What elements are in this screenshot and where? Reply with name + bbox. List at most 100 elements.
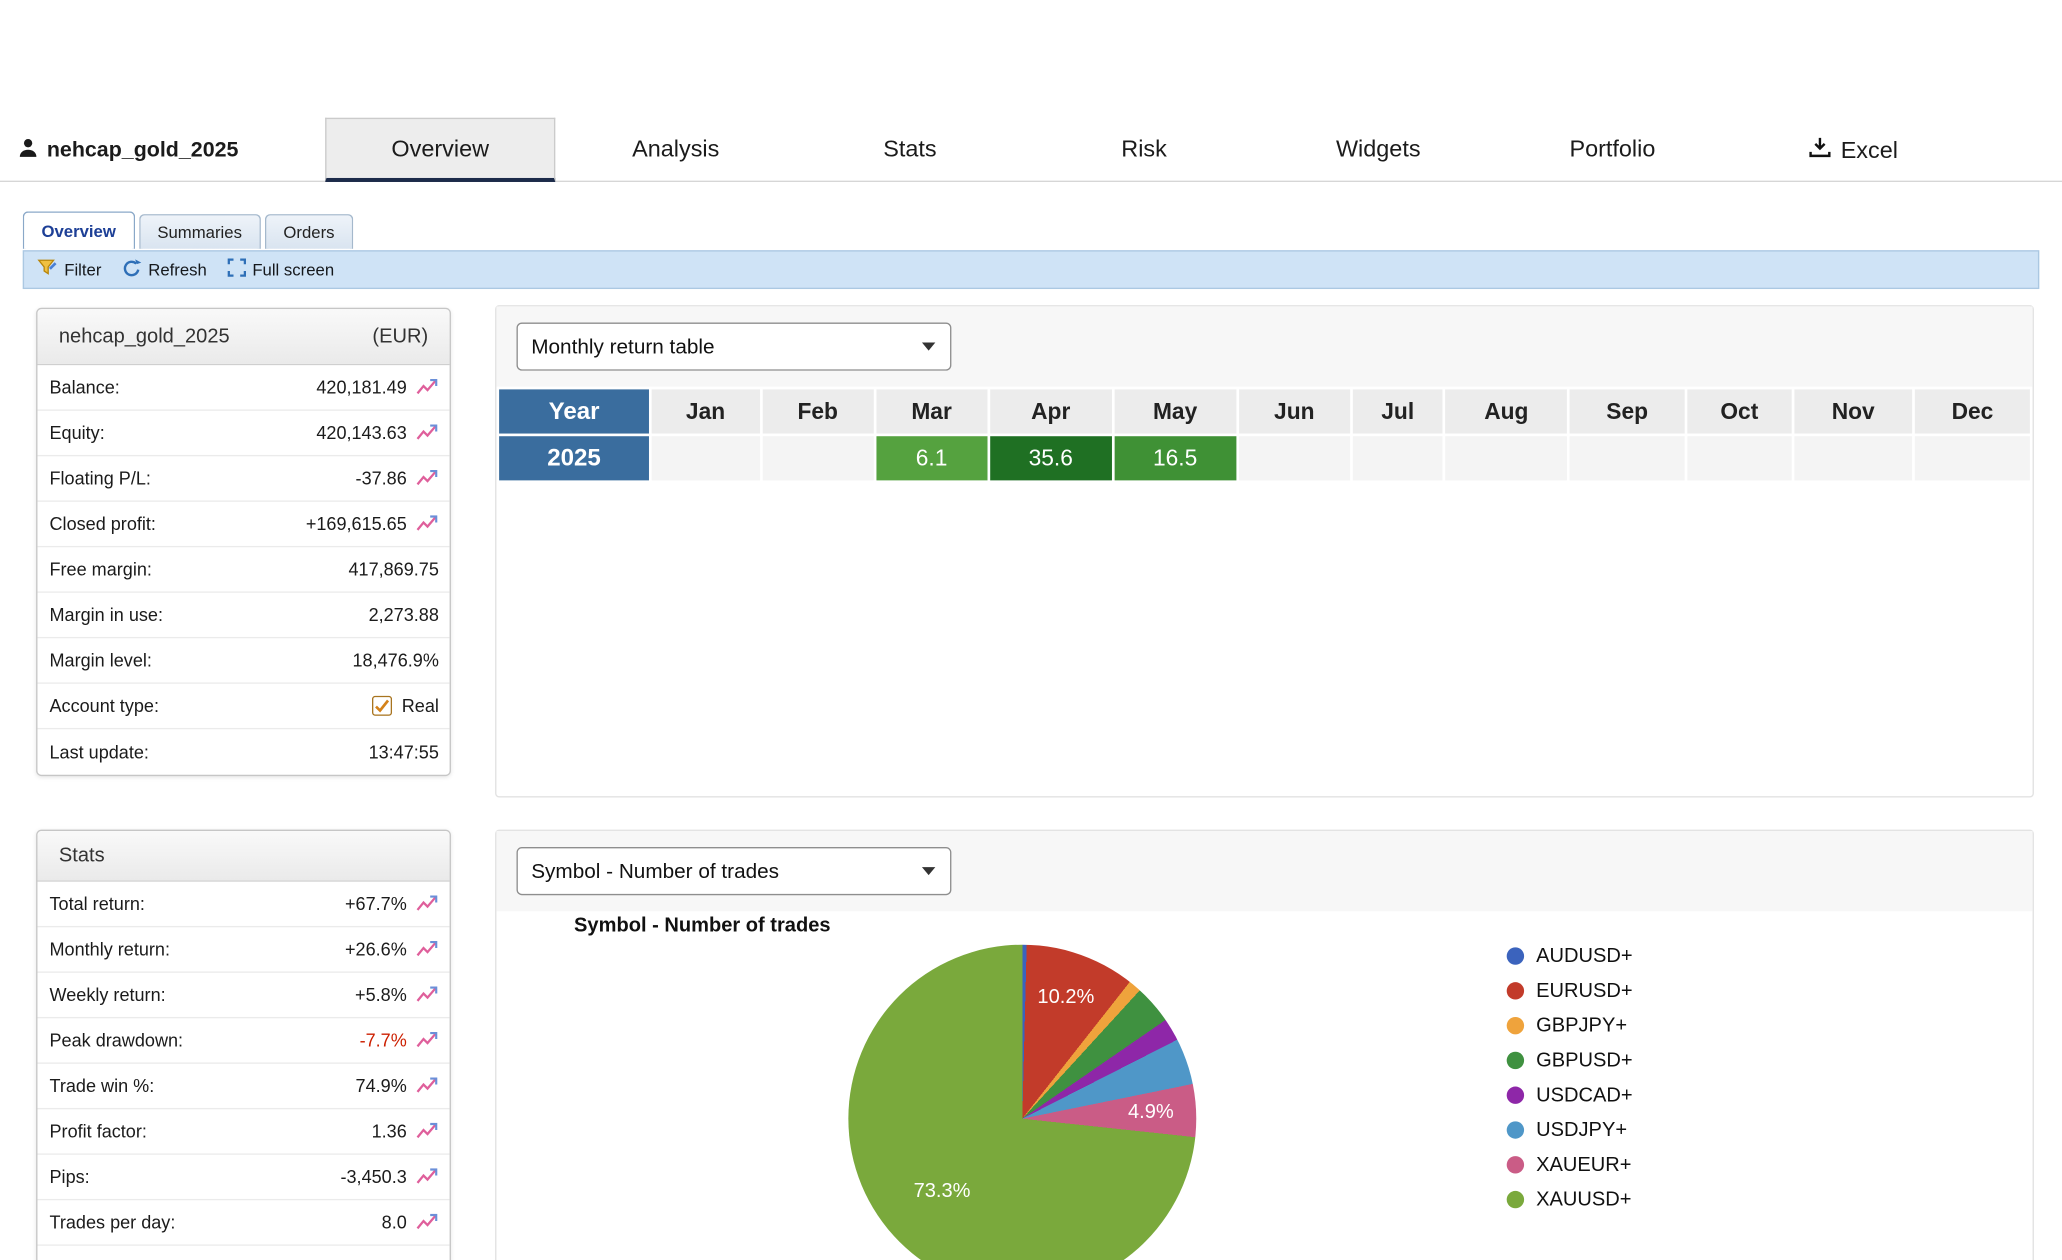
tab-risk[interactable]: Risk: [1121, 118, 1167, 182]
legend-dot: [1507, 1051, 1524, 1068]
account-row-label: Equity:: [50, 423, 105, 443]
chart-line-icon[interactable]: [416, 1214, 439, 1231]
legend-dot: [1507, 981, 1524, 998]
fullscreen-button[interactable]: Full screen: [227, 258, 334, 281]
subtab-overview[interactable]: Overview: [23, 211, 135, 248]
tab-overview[interactable]: Overview: [325, 118, 555, 182]
legend-label: AUDUSD+: [1536, 944, 1632, 967]
month-cell: [1353, 436, 1443, 480]
month-cell: [652, 436, 760, 480]
chart-line-icon[interactable]: [416, 1123, 439, 1140]
toolbar: Filter Refresh Full screen: [23, 250, 2040, 289]
legend-label: GBPJPY+: [1536, 1014, 1627, 1037]
chart-line-icon[interactable]: [416, 379, 439, 396]
monthly-return-panel: Monthly return table YearJanFebMarAprMay…: [495, 305, 2034, 797]
month-cell: [1687, 436, 1791, 480]
account-row-label: Balance:: [50, 377, 120, 397]
subtab-orders[interactable]: Orders: [265, 214, 354, 249]
stats-row-value: -7.7%: [360, 1030, 407, 1050]
account-row-value: 420,181.49: [316, 377, 406, 397]
account-card-header: nehcap_gold_2025 (EUR): [37, 309, 449, 365]
legend-item: GBPUSD+: [1507, 1042, 1633, 1077]
refresh-label: Refresh: [148, 260, 207, 279]
chart-line-icon[interactable]: [416, 941, 439, 958]
tab-excel-label: Excel: [1841, 136, 1898, 164]
account-row: Last update:13:47:55: [37, 729, 449, 774]
stats-row: Trade win %:74.9%: [37, 1064, 449, 1109]
account-row-value: 420,143.63: [316, 423, 406, 443]
legend-dot: [1507, 1155, 1524, 1172]
stats-row-value-group: +26.6%: [345, 939, 439, 959]
legend-item: USDCAD+: [1507, 1077, 1633, 1112]
stats-row-value: 1.36: [372, 1121, 407, 1141]
legend-dot: [1507, 1190, 1524, 1207]
year-header-cell: Year: [499, 389, 649, 433]
tab-stats[interactable]: Stats: [883, 118, 936, 182]
account-row: Free margin: 417,869.75: [37, 547, 449, 592]
legend-dot: [1507, 1016, 1524, 1033]
legend-label: EURUSD+: [1536, 979, 1632, 1002]
stats-row-label: Weekly return:: [50, 985, 166, 1005]
tab-excel[interactable]: Excel: [1809, 119, 1898, 182]
legend-label: USDCAD+: [1536, 1083, 1632, 1106]
account-row: Margin level:18,476.9%: [37, 638, 449, 683]
month-cell: [1794, 436, 1912, 480]
chart-line-icon[interactable]: [416, 1077, 439, 1094]
legend-dot: [1507, 1086, 1524, 1103]
pie-slice-label: 73.3%: [914, 1179, 971, 1202]
stats-row-value-group: -3,450.3: [340, 1167, 438, 1187]
legend-item: USDJPY+: [1507, 1112, 1633, 1147]
legend-dot: [1507, 1121, 1524, 1138]
account-row-label: Closed profit:: [50, 514, 156, 534]
month-header-cell: Jul: [1353, 389, 1443, 433]
account-currency: (EUR): [372, 325, 428, 348]
stats-row-value-group: -7.7%: [360, 1030, 439, 1050]
chart-line-icon[interactable]: [416, 986, 439, 1003]
stats-row: Pips:-3,450.3: [37, 1155, 449, 1200]
chart-line-icon[interactable]: [416, 515, 439, 532]
month-header-cell: May: [1114, 389, 1236, 433]
tab-widgets[interactable]: Widgets: [1336, 118, 1421, 182]
chart-line-icon[interactable]: [416, 1168, 439, 1185]
subtab-bar: Overview Summaries Orders: [23, 211, 354, 248]
legend-item: EURUSD+: [1507, 973, 1633, 1008]
subtab-summaries[interactable]: Summaries: [139, 214, 261, 249]
account-row-value: 13:47:55: [369, 742, 439, 762]
stats-card-header: Stats: [37, 831, 449, 882]
symbol-panel-strip: Symbol - Number of trades: [496, 831, 2032, 911]
month-header-cell: Dec: [1915, 389, 2030, 433]
account-row-label: Floating P/L:: [50, 468, 151, 488]
stats-row-value: 74.9%: [356, 1076, 407, 1096]
month-cell: [1239, 436, 1350, 480]
symbol-view-select[interactable]: Symbol - Number of trades: [517, 847, 952, 895]
symbol-view-select-wrap: Symbol - Number of trades: [517, 847, 952, 895]
account-row: Margin in use:2,273.88: [37, 593, 449, 638]
stats-rows: Total return:+67.7%Monthly return:+26.6%…: [37, 882, 449, 1260]
stats-row-value-group: 1.36: [372, 1121, 439, 1141]
stats-row-label: Trades per day:: [50, 1212, 176, 1232]
account-row-value-group: 420,181.49: [316, 377, 439, 397]
account-row-label: Margin in use:: [50, 605, 163, 625]
account-row-value-group: 420,143.63: [316, 423, 439, 443]
legend-item: XAUEUR+: [1507, 1147, 1633, 1182]
filter-button[interactable]: Filter: [37, 258, 101, 281]
tab-risk-label: Risk: [1121, 135, 1167, 162]
refresh-button[interactable]: Refresh: [121, 258, 206, 282]
tab-portfolio[interactable]: Portfolio: [1569, 118, 1655, 182]
chart-line-icon[interactable]: [416, 895, 439, 912]
tab-analysis[interactable]: Analysis: [632, 118, 719, 182]
month-header-cell: Sep: [1570, 389, 1685, 433]
account-card: nehcap_gold_2025 (EUR) Balance: 420,181.4…: [36, 308, 451, 776]
stats-row-value: +5.8%: [355, 985, 407, 1005]
monthly-view-select[interactable]: Monthly return table: [517, 322, 952, 370]
account-row-value-group: 417,869.75: [348, 559, 438, 579]
chart-line-icon[interactable]: [416, 1032, 439, 1049]
account-row-label: Free margin:: [50, 559, 152, 579]
chart-line-icon[interactable]: [416, 470, 439, 487]
tab-overview-label: Overview: [391, 135, 489, 162]
refresh-icon: [121, 258, 141, 282]
month-cell: 16.5: [1114, 436, 1236, 480]
fullscreen-label: Full screen: [252, 260, 334, 279]
month-header-row: YearJanFebMarAprMayJunJulAugSepOctNovDec: [499, 389, 2030, 433]
chart-line-icon[interactable]: [416, 424, 439, 441]
